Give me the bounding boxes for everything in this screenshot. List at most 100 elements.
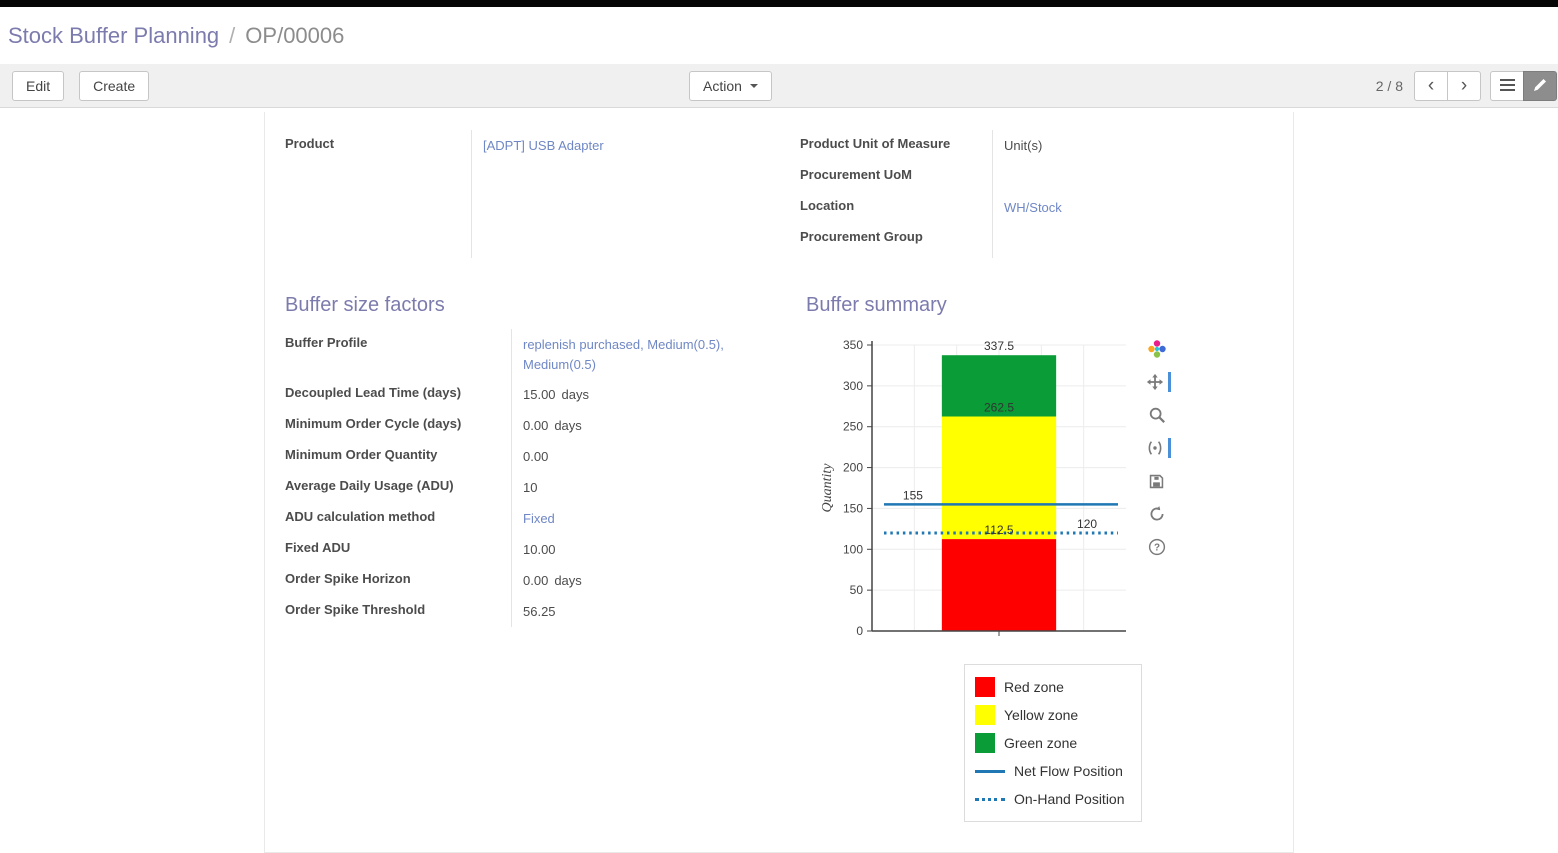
svg-text:200: 200 bbox=[843, 461, 863, 475]
top-navigation-bar bbox=[0, 0, 1558, 7]
svg-text:337.5: 337.5 bbox=[984, 339, 1014, 353]
chart-area: 0 50 100 150 200 250 300 350 337.5 262.5 112.5 155 1… bbox=[818, 329, 1273, 656]
legend-swatch-square-icon bbox=[975, 733, 995, 753]
average-daily-usage-adu-label: Average Daily Usage (ADU) bbox=[285, 478, 454, 494]
field-row-product-unit-of-measure: Product Unit of Measure Unit(s) bbox=[800, 130, 1273, 161]
control-panel: Edit Create Action 2 / 8 ‹ › bbox=[0, 64, 1558, 108]
toolbar-center: Action bbox=[689, 71, 772, 101]
minimum-order-cycle-unit: days bbox=[554, 418, 582, 434]
chart-legend: Red zone Yellow zone Green zone Net Flow Po… bbox=[964, 664, 1142, 822]
form-view-icon bbox=[1533, 78, 1547, 94]
section-title-buffer-summary: Buffer summary bbox=[806, 294, 947, 316]
toggle-spikelines-icon[interactable] bbox=[1146, 438, 1171, 458]
field-row-fixed-adu: Fixed ADU 10.00 bbox=[285, 534, 785, 565]
decoupled-lead-time-label: Decoupled Lead Time (days) bbox=[285, 385, 462, 401]
legend-label: Red zone bbox=[1004, 679, 1064, 695]
create-button[interactable]: Create bbox=[79, 71, 150, 101]
chart-modebar: ? bbox=[1146, 329, 1171, 557]
location-label: Location bbox=[800, 198, 855, 213]
pager-buttons: ‹ › bbox=[1414, 71, 1481, 101]
breadcrumb-current: OP/00006 bbox=[245, 22, 345, 48]
edit-button[interactable]: Edit bbox=[12, 71, 65, 101]
legend-item[interactable]: Green zone bbox=[975, 729, 1131, 757]
list-view-icon bbox=[1499, 79, 1515, 93]
reset-axes-icon[interactable] bbox=[1146, 504, 1171, 524]
order-spike-threshold-label: Order Spike Threshold bbox=[285, 602, 426, 618]
svg-text:350: 350 bbox=[843, 338, 863, 352]
legend-item[interactable]: On-Hand Position bbox=[975, 785, 1131, 813]
field-row-minimum-order-quantity: Minimum Order Quantity 0.00 bbox=[285, 441, 785, 472]
product-field-group: Product [ADPT] USB Adapter bbox=[285, 130, 758, 258]
field-row-average-daily-usage-adu: Average Daily Usage (ADU) 10 bbox=[285, 472, 785, 503]
list-view-button[interactable] bbox=[1490, 71, 1524, 101]
field-row-procurement-group: Procurement Group bbox=[800, 223, 1273, 254]
product-unit-of-measure-value: Unit(s) bbox=[1004, 138, 1043, 153]
legend-label: Yellow zone bbox=[1004, 707, 1079, 723]
svg-text:250: 250 bbox=[843, 420, 863, 434]
pager-count: 2 / 8 bbox=[1375, 78, 1403, 94]
buffer-summary-chart[interactable]: 0 50 100 150 200 250 300 350 337.5 262.5 112.5 155 1… bbox=[818, 329, 1140, 656]
order-spike-horizon-unit: days bbox=[554, 573, 582, 589]
fixed-adu-label: Fixed ADU bbox=[285, 540, 351, 556]
chevron-right-icon: › bbox=[1460, 74, 1468, 96]
buffer-size-factors-section: Buffer size factors Buffer Profile replen… bbox=[285, 258, 785, 822]
svg-text:262.5: 262.5 bbox=[984, 401, 1014, 415]
legend-swatch-square-icon bbox=[975, 705, 995, 725]
minimum-order-quantity-value: 0.00 bbox=[523, 449, 549, 465]
decoupled-lead-time-value: 15.00 bbox=[523, 387, 556, 403]
procurement-uom-label: Procurement UoM bbox=[800, 167, 912, 182]
breadcrumb: Stock Buffer Planning / OP/00006 bbox=[0, 7, 1558, 64]
breadcrumb-parent-link[interactable]: Stock Buffer Planning bbox=[8, 22, 220, 48]
svg-text:50: 50 bbox=[850, 583, 864, 597]
buffer-summary-section: Buffer summary 0 50 100 150 200 250 300 350 337.… bbox=[785, 258, 1273, 822]
decoupled-lead-time-unit: days bbox=[561, 387, 590, 403]
legend-label: On-Hand Position bbox=[1014, 791, 1125, 807]
action-dropdown-button[interactable]: Action bbox=[689, 71, 772, 101]
field-row-decoupled-lead-time: Decoupled Lead Time (days) 15.00 days bbox=[285, 379, 785, 410]
field-row-order-spike-threshold: Order Spike Threshold 56.25 bbox=[285, 596, 785, 627]
buffer-factors-group: Buffer Profile replenish purchased, Mediu… bbox=[285, 329, 785, 628]
buffer-profile-value[interactable]: replenish purchased, Medium(0.5), Medium… bbox=[523, 337, 724, 373]
minimum-order-quantity-label: Minimum Order Quantity bbox=[285, 447, 438, 463]
order-spike-horizon-value: 0.00 bbox=[523, 573, 549, 589]
order-spike-horizon-label: Order Spike Horizon bbox=[285, 571, 411, 587]
location-value[interactable]: WH/Stock bbox=[1004, 200, 1062, 215]
zoom-icon[interactable] bbox=[1146, 405, 1171, 425]
average-daily-usage-adu-value: 10 bbox=[523, 480, 538, 496]
plotly-logo-icon[interactable] bbox=[1146, 339, 1171, 359]
legend-swatch-dotted-icon bbox=[975, 797, 1005, 801]
legend-label: Green zone bbox=[1004, 735, 1078, 751]
legend-swatch-line-icon bbox=[975, 769, 1005, 773]
buffer-profile-label: Buffer Profile bbox=[285, 335, 368, 350]
toolbar-right: 2 / 8 ‹ › bbox=[1376, 71, 1558, 101]
adu-calculation-method-value[interactable]: Fixed bbox=[523, 511, 555, 527]
pan-icon[interactable] bbox=[1146, 372, 1171, 392]
pager-previous-button[interactable]: ‹ bbox=[1414, 71, 1448, 101]
field-row-location: Location WH/Stock bbox=[800, 192, 1273, 223]
main-content: Product [ADPT] USB Adapter Product Unit … bbox=[0, 108, 1558, 853]
field-row-product: Product [ADPT] USB Adapter bbox=[285, 130, 758, 161]
pager-next-button[interactable]: › bbox=[1447, 71, 1481, 101]
fixed-adu-value: 10.00 bbox=[523, 542, 556, 558]
legend-item[interactable]: Yellow zone bbox=[975, 701, 1131, 729]
adu-calculation-method-label: ADU calculation method bbox=[285, 509, 436, 525]
product-link[interactable]: [ADPT] USB Adapter bbox=[483, 138, 604, 153]
svg-text:300: 300 bbox=[843, 379, 863, 393]
legend-item[interactable]: Red zone bbox=[975, 673, 1131, 701]
field-row-order-spike-horizon: Order Spike Horizon 0.00 days bbox=[285, 565, 785, 596]
svg-text:155: 155 bbox=[903, 488, 923, 502]
legend-item[interactable]: Net Flow Position bbox=[975, 757, 1131, 785]
minimum-order-cycle-value: 0.00 bbox=[523, 418, 549, 434]
help-icon[interactable]: ? bbox=[1146, 537, 1171, 557]
order-spike-threshold-value: 56.25 bbox=[523, 604, 556, 620]
save-icon[interactable] bbox=[1146, 471, 1171, 491]
svg-text:112.5: 112.5 bbox=[984, 523, 1013, 537]
form-view-button[interactable] bbox=[1523, 71, 1557, 101]
breadcrumb-separator: / bbox=[229, 22, 236, 48]
action-label: Action bbox=[703, 78, 742, 94]
svg-text:Quantity: Quantity bbox=[820, 463, 835, 513]
product-unit-of-measure-label: Product Unit of Measure bbox=[800, 136, 951, 151]
buffer-chart-svg: 0 50 100 150 200 250 300 350 337.5 262.5 112.5 155 1… bbox=[820, 338, 1126, 638]
toolbar-left-buttons: Edit Create bbox=[12, 71, 150, 101]
field-row-buffer-profile: Buffer Profile replenish purchased, Mediu… bbox=[285, 329, 785, 379]
